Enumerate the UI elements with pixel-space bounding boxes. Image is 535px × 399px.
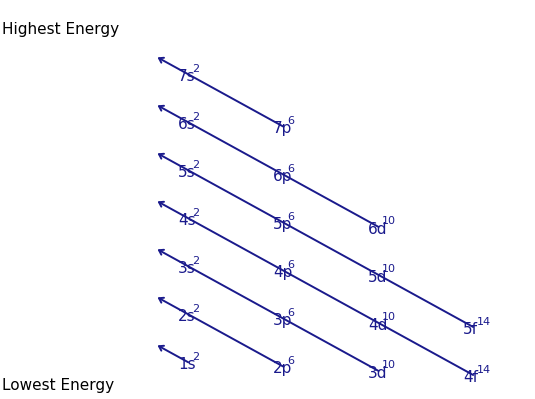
- Text: 4p: 4p: [273, 265, 292, 280]
- Text: 6: 6: [287, 260, 294, 270]
- Text: 2p: 2p: [273, 361, 292, 376]
- Text: 4s: 4s: [178, 213, 196, 228]
- Text: 5s: 5s: [178, 165, 196, 180]
- Text: 2: 2: [192, 208, 199, 218]
- Text: 2: 2: [192, 64, 199, 74]
- Text: 1s: 1s: [178, 357, 196, 372]
- Text: 4d: 4d: [368, 318, 387, 332]
- Text: 6: 6: [287, 212, 294, 222]
- Text: 4f: 4f: [463, 370, 478, 385]
- Text: 2: 2: [192, 304, 199, 314]
- Text: 14: 14: [477, 365, 491, 375]
- Text: Lowest Energy: Lowest Energy: [2, 378, 114, 393]
- Text: 3p: 3p: [273, 313, 293, 328]
- Text: Highest Energy: Highest Energy: [2, 22, 119, 37]
- Text: 2: 2: [192, 352, 199, 362]
- Text: 6: 6: [287, 308, 294, 318]
- Text: 2s: 2s: [178, 309, 196, 324]
- Text: 7s: 7s: [178, 69, 196, 84]
- Text: 5f: 5f: [463, 322, 478, 337]
- Text: 2: 2: [192, 256, 199, 266]
- Text: 6d: 6d: [368, 221, 387, 237]
- Text: 6: 6: [287, 116, 294, 126]
- Text: 3d: 3d: [368, 365, 387, 381]
- Text: 7p: 7p: [273, 121, 292, 136]
- Text: 2: 2: [192, 160, 199, 170]
- Text: 5d: 5d: [368, 269, 387, 284]
- Text: 10: 10: [382, 361, 396, 371]
- Text: 10: 10: [382, 217, 396, 227]
- Text: 10: 10: [382, 265, 396, 275]
- Text: 6p: 6p: [273, 169, 293, 184]
- Text: 2: 2: [192, 112, 199, 122]
- Text: 6s: 6s: [178, 117, 196, 132]
- Text: 6: 6: [287, 164, 294, 174]
- Text: 5p: 5p: [273, 217, 292, 232]
- Text: 10: 10: [382, 312, 396, 322]
- Text: 14: 14: [477, 317, 491, 327]
- Text: 3s: 3s: [178, 261, 196, 276]
- Text: 6: 6: [287, 356, 294, 366]
